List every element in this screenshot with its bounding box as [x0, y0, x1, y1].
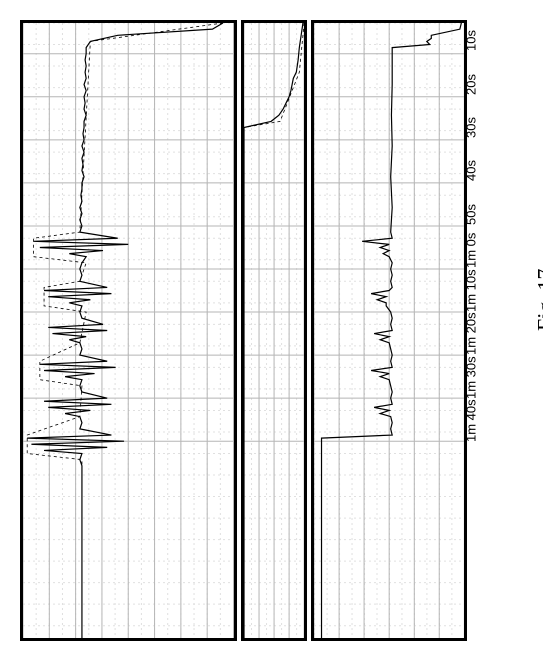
time-tick-label: 20s — [464, 74, 479, 95]
time-tick-label: 10s — [464, 30, 479, 51]
figure-caption: Fig. 17 — [532, 268, 543, 330]
figure-17: 10s 20s 30s 40s 50s 1m 0s1m 10s1m 20s1m 30s1m… — [20, 20, 523, 641]
panel-c — [311, 20, 467, 641]
time-tick-label: 1m 10s — [464, 269, 479, 312]
time-tick-label: 50s — [464, 204, 479, 225]
panel-b — [241, 20, 307, 641]
time-tick-label: 30s — [464, 117, 479, 138]
time-tick-label: 1m 40s — [464, 400, 479, 443]
time-tick-label: 1m 30s — [464, 356, 479, 399]
time-tick-label: 40s — [464, 161, 479, 182]
time-tick-label: 1m 0s — [464, 233, 479, 268]
panel-a-plot — [23, 23, 234, 638]
panel-b-plot — [244, 23, 304, 638]
time-axis-ticks: 10s 20s 30s 40s 50s 1m 0s1m 10s1m 20s1m 30s1m… — [467, 20, 523, 641]
panel-a — [20, 20, 237, 641]
panel-c-plot — [314, 23, 464, 638]
time-tick-label: 1m 20s — [464, 313, 479, 356]
panels-row — [20, 20, 467, 641]
